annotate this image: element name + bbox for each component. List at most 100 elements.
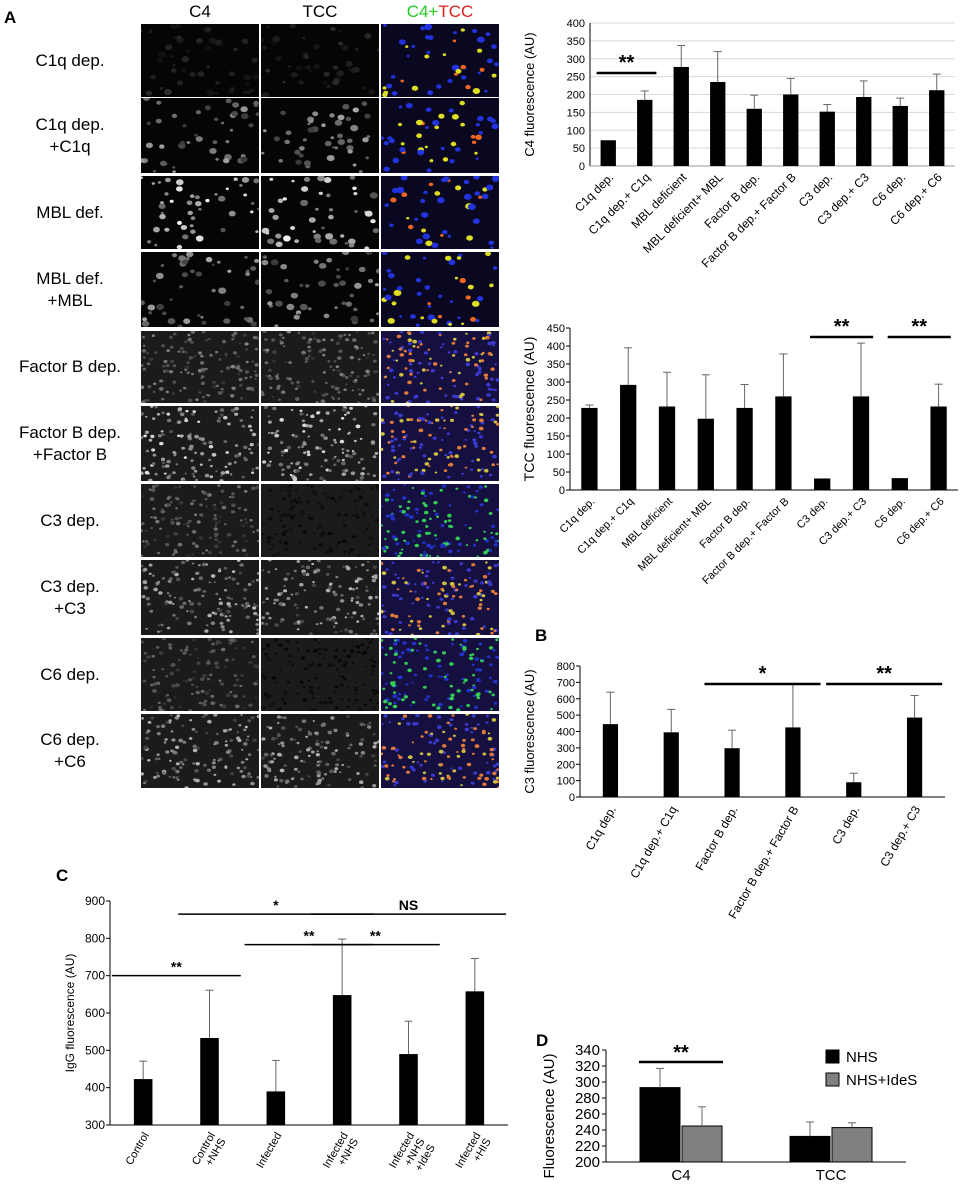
y-tick-label: 350 <box>547 359 565 371</box>
y-tick-label: 240 <box>575 1122 600 1139</box>
igg-chart: 300 400 500 600 700 800 900 IgG fluorescence (A… <box>63 894 508 1183</box>
y-tick-label: 450 <box>547 323 565 335</box>
y-tick-label: 250 <box>547 395 565 407</box>
panel-label-c: C <box>56 866 69 885</box>
row-label-line1: C3 dep. <box>40 510 100 530</box>
row-label: C3 dep. <box>0 510 140 532</box>
micrograph-merge <box>381 24 499 97</box>
bar <box>906 717 923 797</box>
row-label: C6 dep. <box>0 664 140 686</box>
micrograph-tcc <box>261 406 379 481</box>
y-tick-label: 500 <box>557 710 575 722</box>
significance-label: NS <box>399 897 418 913</box>
micrograph-merge <box>381 714 499 788</box>
micrograph-merge <box>381 98 499 173</box>
x-category-label: C1q dep. <box>557 496 597 536</box>
row-label-line2: +C6 <box>54 752 86 771</box>
column-header-c4: C4 <box>189 2 211 21</box>
tcc-chart: 0 50 100 150 200 250 300 350 400 450 TCC fluoresce… <box>521 316 958 587</box>
significance-label: ** <box>171 959 182 975</box>
row-label: C3 dep. +C3 <box>0 576 140 620</box>
y-tick-label: 260 <box>575 1106 600 1123</box>
bar <box>856 97 872 166</box>
row-label: C1q dep. <box>0 50 140 72</box>
y-axis-label: IgG fluorescence (AU) <box>63 954 77 1073</box>
row-label-line1: Factor B dep. <box>18 422 122 442</box>
x-category-label: Factor B dep. <box>693 804 741 873</box>
bar <box>814 478 831 490</box>
y-tick-label: 600 <box>85 1006 105 1020</box>
row-label-line1: C1q dep. <box>35 114 105 134</box>
y-tick-label: 700 <box>85 969 105 983</box>
y-axis-label: C4 fluorescence (AU) <box>522 32 537 156</box>
x-category-label: TCC <box>816 1167 847 1184</box>
x-category-label-line: Control <box>124 1131 152 1168</box>
bar <box>465 991 485 1125</box>
micrograph-c4 <box>141 98 259 173</box>
bar <box>637 99 653 166</box>
x-category-label: Infected+NHS+IdeS <box>387 1131 438 1183</box>
significance-label: * <box>273 897 279 913</box>
bar <box>789 1135 831 1163</box>
micrograph-merge <box>381 406 499 481</box>
bar <box>266 1091 286 1125</box>
bar <box>710 81 726 166</box>
legend-swatch <box>825 1049 840 1064</box>
y-tick-label: 200 <box>557 759 575 771</box>
micrograph-tcc <box>261 98 379 173</box>
row-label-line2: +C3 <box>54 598 86 618</box>
x-category-label: Factor B dep.+ Factor B <box>726 804 802 922</box>
x-category-label: Infected+NHS <box>321 1131 361 1177</box>
bar <box>399 1054 418 1125</box>
legend-swatch <box>825 1072 840 1087</box>
bar <box>846 782 862 797</box>
row-label-line2: +C1q <box>49 136 91 156</box>
y-tick-label: 500 <box>85 1043 105 1057</box>
bar <box>891 478 908 490</box>
legend-label: NHS+IdeS <box>846 1072 917 1089</box>
y-tick-label: 0 <box>559 485 565 497</box>
y-tick-label: 800 <box>85 931 105 945</box>
y-tick-label: 700 <box>557 677 575 689</box>
significance-label: ** <box>876 663 892 685</box>
bar <box>663 732 679 797</box>
bar <box>783 94 799 166</box>
bar <box>930 406 947 490</box>
y-tick-label: 300 <box>547 377 565 389</box>
bar <box>620 384 637 490</box>
bar <box>639 1087 681 1163</box>
micrograph-c4 <box>141 484 259 557</box>
row-label-line2: +MBL <box>47 290 93 310</box>
y-tick-label: 250 <box>567 72 585 84</box>
x-category-label: Infected <box>254 1131 284 1171</box>
y-axis-label: C3 fluorescence (AU) <box>522 669 537 793</box>
x-category-label: C3 dep.+ C3 <box>877 803 923 869</box>
row-label-line1: C6 dep. <box>40 730 100 749</box>
bar <box>681 1125 723 1163</box>
row-label-line1: Factor B dep. <box>18 357 122 376</box>
y-tick-label: 100 <box>547 449 565 461</box>
bar <box>602 724 619 797</box>
micrograph-tcc <box>261 331 379 403</box>
micrograph-merge <box>381 560 499 635</box>
bar <box>736 407 753 490</box>
x-category-label: C3 dep. <box>795 496 831 532</box>
x-category-label: C3 dep. <box>829 804 862 847</box>
row-label-line1: C6 dep. <box>40 664 100 684</box>
bar <box>600 140 616 166</box>
micrograph-merge <box>381 331 499 403</box>
x-category-label-line: Infected <box>254 1131 284 1171</box>
merge-header-c4: C4 <box>406 2 429 21</box>
y-tick-label: 200 <box>547 413 565 425</box>
micrograph-merge <box>381 484 499 557</box>
y-tick-label: 400 <box>547 341 565 353</box>
micrograph-c4 <box>141 24 259 97</box>
bar <box>133 1079 153 1125</box>
x-category-label: MBL deficient+ MBL <box>636 496 714 574</box>
y-tick-label: 280 <box>575 1090 600 1107</box>
y-tick-label: 340 <box>575 1042 600 1059</box>
micrograph-tcc <box>261 484 379 557</box>
y-tick-label: 600 <box>557 694 575 706</box>
bar <box>929 90 945 166</box>
